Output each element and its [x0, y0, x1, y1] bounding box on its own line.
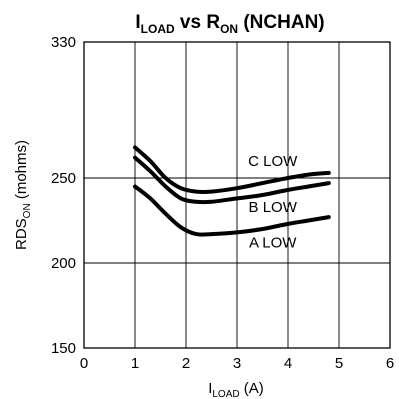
- x-tick-label: 1: [131, 355, 139, 372]
- y-axis-label-tail: (mohms): [13, 140, 30, 203]
- y-axis-tick-labels: 150 200 250 330: [51, 34, 76, 357]
- y-axis-label-subscript: ON: [22, 203, 33, 218]
- plot-frame: [83, 41, 391, 349]
- x-tick-label: 3: [233, 355, 241, 372]
- x-axis-label-tail: (A): [240, 380, 264, 397]
- series-line-c-low: [133, 145, 331, 195]
- y-tick-label: 200: [51, 255, 76, 272]
- x-tick-label: 5: [335, 355, 343, 372]
- y-tick-label: 330: [51, 34, 76, 51]
- series-line-a-low: [133, 184, 331, 237]
- x-axis-label: ILOAD (A): [208, 380, 264, 399]
- series-line-b-low: [133, 155, 331, 205]
- chart-title-main-subscript: LOAD: [141, 22, 175, 36]
- x-tick-label: 6: [386, 355, 394, 372]
- x-axis-tick-labels: 0 1 2 3 4 5 6: [80, 355, 394, 372]
- chart-title: ILOAD vs RON (NCHAN): [135, 12, 324, 36]
- chart-title-mid-subscript: ON: [220, 22, 238, 36]
- x-tick-label: 2: [182, 355, 190, 372]
- x-axis-label-main: I: [208, 380, 212, 397]
- series-label-c-low: C LOW: [248, 153, 298, 170]
- y-axis-label-main: RDS: [13, 218, 30, 250]
- series-label-b-low: B LOW: [249, 199, 298, 216]
- x-axis-label-subscript: LOAD: [212, 389, 239, 399]
- chart-title-main: I: [135, 12, 140, 33]
- series-label-a-low: A LOW: [249, 235, 297, 252]
- series-labels: C LOW B LOW A LOW: [248, 153, 298, 252]
- y-tick-label: 250: [51, 170, 76, 187]
- chart-title-tail: (NCHAN): [238, 12, 325, 33]
- x-tick-label: 4: [284, 355, 292, 372]
- y-axis-label: RDSON (mohms): [13, 140, 33, 250]
- chart-title-mid: vs R: [175, 12, 221, 33]
- plot-grid: [83, 41, 391, 349]
- x-tick-label: 0: [80, 355, 88, 372]
- series-group: [133, 145, 331, 237]
- y-tick-label: 150: [51, 340, 76, 357]
